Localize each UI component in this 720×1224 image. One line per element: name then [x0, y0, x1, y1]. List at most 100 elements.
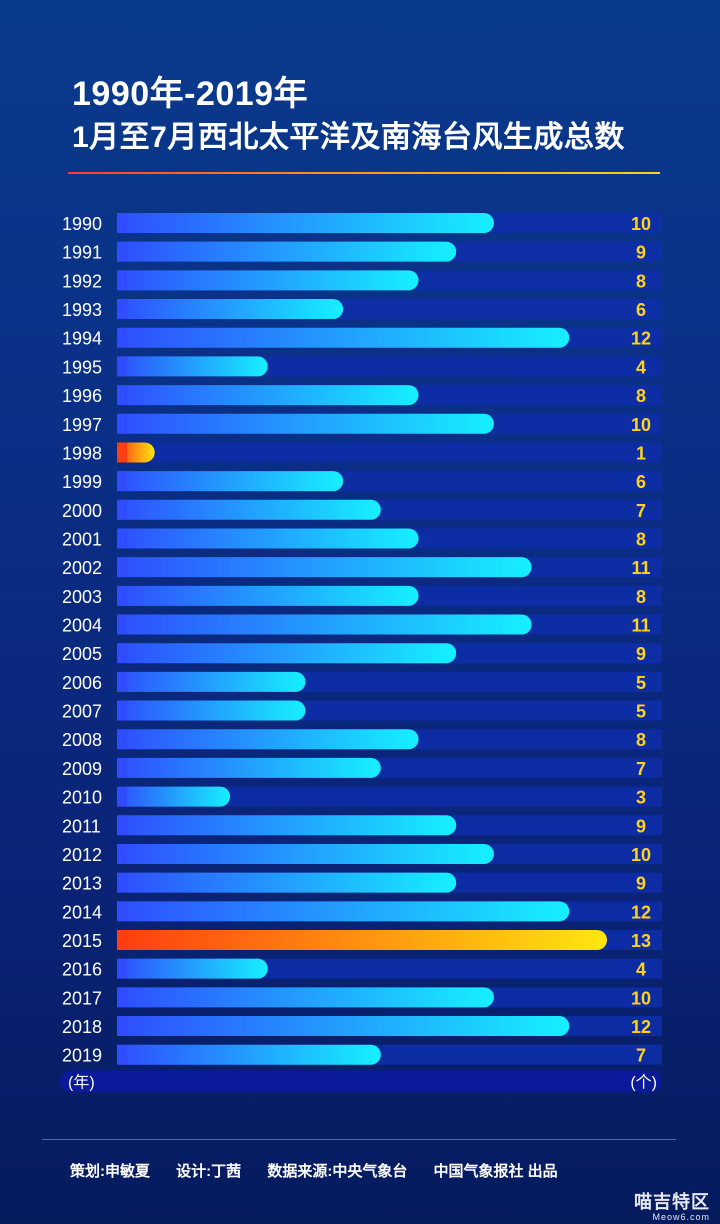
bar-cap-2017: [117, 987, 127, 1008]
year-label-2004: 2004: [62, 616, 102, 636]
bar-cap-1997: [117, 413, 127, 434]
bar-cap-1993: [117, 299, 127, 320]
year-label-2008: 2008: [62, 730, 102, 750]
bar-cap-2000: [117, 499, 127, 520]
bar-cap-1991: [117, 241, 127, 262]
bar-cap-2011: [117, 815, 127, 836]
value-label-1994: 12: [631, 329, 651, 349]
bar-2008: [117, 729, 419, 750]
bar-2001: [117, 528, 419, 549]
year-label-1990: 1990: [62, 214, 102, 234]
bar-1995: [117, 356, 268, 377]
value-label-2010: 3: [636, 788, 646, 808]
year-label-2009: 2009: [62, 759, 102, 779]
watermark-logo: 喵吉特区 Meow6.com: [634, 1188, 710, 1222]
value-label-2019: 7: [636, 1046, 646, 1066]
bar-2007: [117, 700, 306, 721]
value-label-2016: 4: [636, 960, 646, 980]
watermark-main: 喵吉特区: [634, 1192, 710, 1212]
year-label-1994: 1994: [62, 329, 102, 349]
year-label-1992: 1992: [62, 271, 102, 291]
bar-1997: [117, 413, 494, 434]
value-label-2012: 10: [631, 845, 651, 865]
bar-2003: [117, 585, 419, 606]
value-label-1990: 10: [631, 214, 651, 234]
bar-2009: [117, 757, 381, 778]
bar-cap-2001: [117, 528, 127, 549]
year-label-2010: 2010: [62, 788, 102, 808]
year-label-2011: 2011: [62, 816, 101, 836]
year-label-1997: 1997: [62, 415, 102, 435]
x-unit-label: (个): [630, 1073, 657, 1091]
year-label-2005: 2005: [62, 644, 102, 664]
year-label-2017: 2017: [62, 988, 102, 1008]
bar-cap-2018: [117, 1016, 127, 1037]
bar-cap-2007: [117, 700, 127, 721]
planner-credit: 策划:申敏夏: [70, 1163, 150, 1180]
bar-cap-2002: [117, 557, 127, 578]
bar-2012: [117, 843, 494, 864]
source-credit: 数据来源:中央气象台: [267, 1163, 408, 1180]
bar-cap-2003: [117, 585, 127, 606]
year-label-2016: 2016: [62, 960, 102, 980]
bar-cap-1996: [117, 385, 127, 406]
bar-cap-1998: [117, 442, 127, 463]
bar-track: [117, 442, 662, 463]
year-label-1991: 1991: [62, 243, 102, 263]
year-label-2015: 2015: [62, 931, 102, 951]
bar-2015: [117, 930, 607, 950]
year-label-2014: 2014: [62, 902, 102, 922]
designer-credit: 设计:丁茜: [176, 1163, 242, 1180]
credits: 策划:申敏夏 设计:丁茜 数据来源:中央气象台 中国气象报社 出品: [70, 1160, 670, 1181]
bar-2000: [117, 499, 381, 520]
watermark-sub: Meow6.com: [652, 1212, 710, 1222]
value-label-2007: 5: [636, 702, 646, 722]
value-label-2009: 7: [636, 759, 646, 779]
year-label-2007: 2007: [62, 702, 102, 722]
bar-cap-1990: [117, 213, 127, 233]
value-label-2011: 9: [636, 816, 646, 836]
year-label-2018: 2018: [62, 1017, 102, 1037]
year-label-1995: 1995: [62, 357, 102, 377]
footer-divider: [42, 1139, 676, 1140]
year-label-2013: 2013: [62, 874, 102, 894]
bar-2017: [117, 987, 494, 1008]
value-label-1995: 4: [636, 357, 646, 377]
bar-2004: [117, 614, 532, 635]
year-label-1996: 1996: [62, 386, 102, 406]
bar-1993: [117, 299, 344, 320]
page-title: 1990年-2019年: [72, 75, 309, 113]
bar-1991: [117, 241, 457, 262]
bar-cap-2005: [117, 643, 127, 664]
bar-cap-2009: [117, 757, 127, 778]
bar-cap-2013: [117, 872, 127, 893]
value-label-2006: 5: [636, 673, 646, 693]
publisher-credit: 中国气象报社 出品: [433, 1163, 558, 1180]
value-label-1991: 9: [636, 243, 646, 263]
year-label-2006: 2006: [62, 673, 102, 693]
bar-cap-1999: [117, 471, 127, 492]
bar-2005: [117, 643, 457, 664]
value-label-2002: 11: [631, 558, 650, 578]
bar-2011: [117, 815, 457, 836]
bar-cap-2012: [117, 843, 127, 864]
value-label-2003: 8: [636, 587, 646, 607]
bar-2010: [117, 786, 231, 807]
bar-1992: [117, 270, 419, 291]
year-label-2002: 2002: [62, 558, 102, 578]
value-label-1999: 6: [636, 472, 646, 492]
value-label-1998: 1: [636, 443, 646, 463]
bar-cap-2008: [117, 729, 127, 750]
bar-2014: [117, 901, 570, 922]
value-label-2008: 8: [636, 730, 646, 750]
value-label-2005: 9: [636, 644, 646, 664]
bar-2002: [117, 557, 532, 578]
bar-1994: [117, 327, 570, 348]
bar-cap-1995: [117, 356, 127, 377]
year-label-2000: 2000: [62, 501, 102, 521]
y-unit-label: (年): [68, 1073, 95, 1091]
value-label-2013: 9: [636, 874, 646, 894]
bar-cap-1992: [117, 270, 127, 291]
value-label-1996: 8: [636, 386, 646, 406]
value-label-2015: 13: [631, 931, 651, 951]
